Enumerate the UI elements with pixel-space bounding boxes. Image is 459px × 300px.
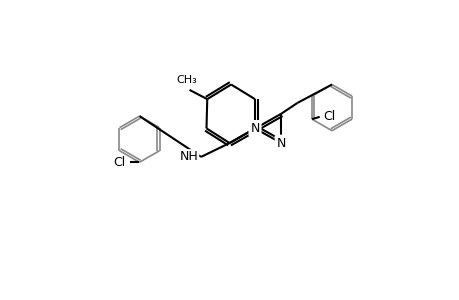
Text: Cl: Cl — [322, 110, 334, 123]
Text: N: N — [276, 136, 285, 149]
Text: NH: NH — [179, 150, 197, 164]
Text: CH₃: CH₃ — [176, 75, 196, 85]
Text: N: N — [250, 122, 259, 135]
Text: Cl: Cl — [113, 156, 125, 169]
